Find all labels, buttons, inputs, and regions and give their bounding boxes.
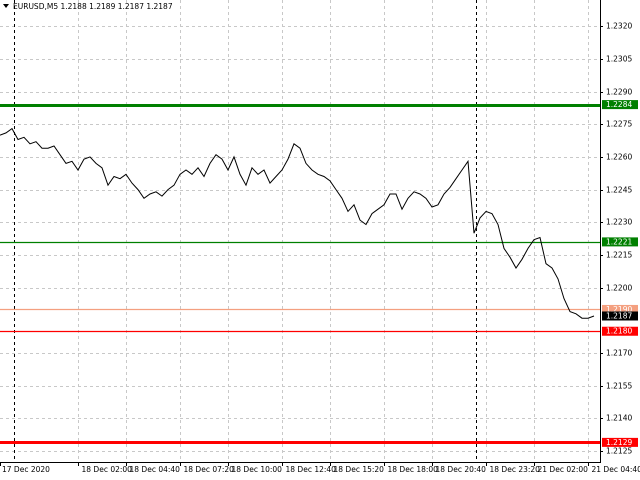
- x-tick-label: 17 Dec 2020: [2, 465, 50, 474]
- level-label: 1.2221: [606, 237, 632, 246]
- y-tick-label: 1.2140: [606, 414, 632, 423]
- y-tick-label: 1.2320: [606, 22, 632, 31]
- x-tick-label: 18 Dec 23:20: [490, 465, 541, 474]
- x-tick-label: 18 Dec 12:40: [286, 465, 337, 474]
- level-box: [602, 437, 638, 447]
- current-price-box: [602, 311, 638, 321]
- header-arrow: [3, 4, 9, 8]
- level-box: [602, 237, 638, 247]
- y-tick-label: 1.2200: [606, 284, 632, 293]
- y-tick-label: 1.2260: [606, 153, 632, 162]
- x-tick-label: 18 Dec 02:00: [82, 465, 133, 474]
- level-label: 1.2180: [606, 327, 632, 336]
- x-tick-label: 18 Dec 15:20: [334, 465, 385, 474]
- current-price-label: 1.2187: [606, 311, 632, 320]
- price-line: [0, 127, 595, 319]
- level-box: [602, 304, 638, 314]
- symbol-header: EURUSD,M5 1.2188 1.2189 1.2187 1.2187: [13, 2, 173, 11]
- y-tick-label: 1.2290: [606, 88, 632, 97]
- y-tick-label: 1.2245: [606, 186, 632, 195]
- x-tick-label: 21 Dec 04:40: [592, 465, 640, 474]
- x-tick-label: 18 Dec 20:40: [436, 465, 487, 474]
- y-tick-label: 1.2155: [606, 382, 632, 391]
- x-tick-label: 21 Dec 02:00: [538, 465, 589, 474]
- y-tick-label: 1.2170: [606, 349, 632, 358]
- level-box: [602, 326, 638, 336]
- level-label: 1.2190: [606, 305, 632, 314]
- y-tick-label: 1.2275: [606, 120, 632, 129]
- level-label: 1.2284: [606, 100, 632, 109]
- x-tick-label: 18 Dec 18:00: [388, 465, 439, 474]
- x-tick-label: 18 Dec 07:20: [184, 465, 235, 474]
- x-tick-label: 18 Dec 04:40: [130, 465, 181, 474]
- x-tick-label: 18 Dec 10:00: [232, 465, 283, 474]
- y-tick-label: 1.2230: [606, 218, 632, 227]
- y-tick-label: 1.2215: [606, 251, 632, 260]
- level-label: 1.2129: [606, 438, 632, 447]
- y-tick-label: 1.2125: [606, 447, 632, 456]
- level-box: [602, 100, 638, 110]
- y-tick-label: 1.2305: [606, 55, 632, 64]
